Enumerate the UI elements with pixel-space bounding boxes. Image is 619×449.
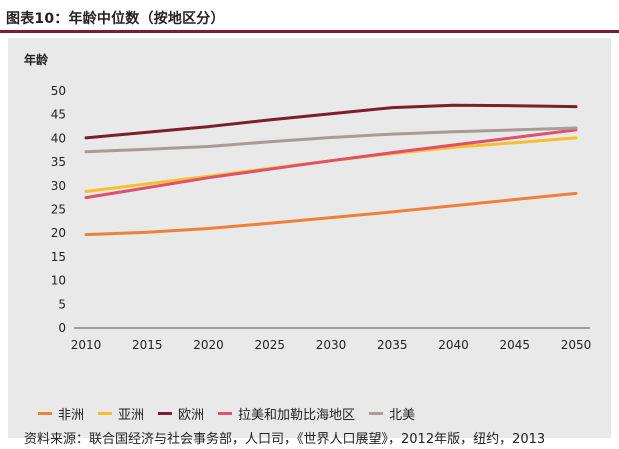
y-tick-label: 45 bbox=[51, 108, 66, 122]
y-tick-label: 5 bbox=[58, 297, 66, 311]
chart-legend: 非洲 亚洲 欧洲 拉美和加勒比海地区 北美 bbox=[38, 404, 429, 423]
series-line bbox=[84, 136, 578, 193]
y-tick-label: 10 bbox=[51, 274, 66, 288]
legend-item: 拉美和加勒比海地区 bbox=[218, 404, 355, 423]
legend-swatch bbox=[158, 412, 173, 415]
y-tick-label: 40 bbox=[51, 131, 66, 145]
legend-label: 拉美和加勒比海地区 bbox=[238, 408, 356, 423]
x-tick-label: 2025 bbox=[254, 338, 285, 352]
y-tick-label: 35 bbox=[51, 155, 66, 169]
source-note: 资料来源：联合国经济与社会事务部，人口司，《世界人口展望》，2012年版，纽约，… bbox=[24, 432, 546, 447]
chart-panel: 年龄 0 5 10 15 20 25 30 35 40 45 50 2010 2015 2020 2025 20… bbox=[8, 38, 611, 447]
x-tick-label: 2040 bbox=[438, 338, 469, 352]
y-tick-label: 0 bbox=[58, 321, 66, 335]
legend-swatch bbox=[38, 412, 52, 415]
x-tick-label: 2030 bbox=[316, 338, 347, 352]
x-tick-label: 2050 bbox=[561, 338, 592, 352]
legend-label: 亚洲 bbox=[118, 408, 145, 423]
legend-label: 北美 bbox=[389, 408, 416, 423]
legend-item: 非洲 bbox=[38, 404, 84, 423]
x-tick-label: 2020 bbox=[193, 338, 224, 352]
y-tick-label: 50 bbox=[51, 84, 66, 98]
series-line bbox=[84, 191, 578, 237]
series-line bbox=[84, 128, 578, 200]
y-tick-label: 20 bbox=[51, 226, 66, 240]
title-divider bbox=[0, 30, 619, 33]
legend-swatch bbox=[369, 412, 384, 415]
legend-swatch bbox=[218, 412, 233, 415]
legend-label: 非洲 bbox=[58, 408, 85, 423]
legend-item: 北美 bbox=[369, 404, 415, 423]
series-line bbox=[84, 103, 578, 140]
x-tick-label: 2010 bbox=[71, 338, 102, 352]
y-tick-label: 15 bbox=[51, 250, 66, 264]
y-tick-label: 25 bbox=[51, 203, 66, 217]
chart-title: 图表10：年龄中位数（按地区分） bbox=[6, 11, 225, 27]
legend-label: 欧洲 bbox=[178, 408, 205, 423]
series-line bbox=[84, 126, 578, 154]
x-tick-label: 2045 bbox=[499, 338, 530, 352]
legend-item: 亚洲 bbox=[98, 404, 144, 423]
y-axis-label: 年龄 bbox=[24, 52, 49, 67]
legend-swatch bbox=[98, 412, 113, 415]
y-tick-label: 30 bbox=[51, 179, 66, 193]
x-tick-label: 2035 bbox=[377, 338, 408, 352]
legend-item: 欧洲 bbox=[158, 404, 204, 423]
x-tick-label: 2015 bbox=[132, 338, 163, 352]
